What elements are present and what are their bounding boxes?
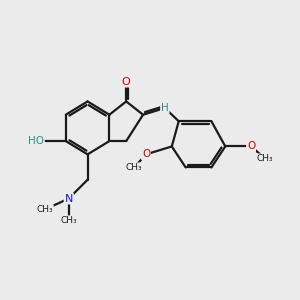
Text: O: O [122,76,130,87]
Text: CH₃: CH₃ [256,154,273,163]
Text: HO: HO [28,136,44,146]
Text: CH₃: CH₃ [60,216,77,225]
Text: H: H [161,103,169,113]
Text: CH₃: CH₃ [37,205,53,214]
Text: N: N [64,194,73,203]
Text: O: O [247,141,255,152]
Text: O: O [142,149,150,159]
Text: CH₃: CH₃ [126,163,142,172]
